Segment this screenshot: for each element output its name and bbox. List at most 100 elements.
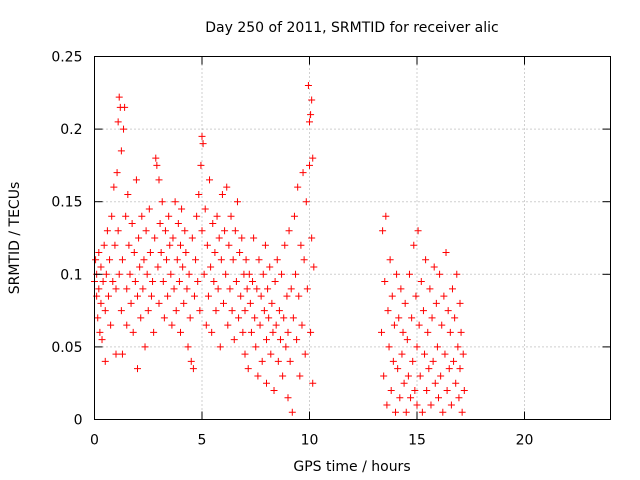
data-point bbox=[132, 176, 140, 184]
data-point bbox=[165, 212, 173, 220]
data-point bbox=[243, 285, 251, 293]
data-point bbox=[183, 285, 191, 293]
data-point bbox=[235, 314, 243, 322]
data-point bbox=[140, 256, 148, 264]
data-point bbox=[141, 343, 149, 351]
data-point bbox=[288, 408, 296, 416]
data-point bbox=[454, 343, 462, 351]
data-point bbox=[126, 270, 134, 278]
data-point bbox=[134, 365, 141, 373]
data-point bbox=[179, 263, 187, 271]
data-point bbox=[146, 249, 154, 257]
data-point bbox=[439, 408, 447, 416]
data-point bbox=[255, 256, 263, 264]
data-point bbox=[202, 321, 210, 329]
data-point bbox=[289, 314, 297, 322]
data-point bbox=[438, 321, 446, 329]
data-point bbox=[388, 292, 396, 300]
data-point bbox=[226, 285, 234, 293]
data-point bbox=[161, 227, 169, 235]
data-point bbox=[209, 219, 217, 227]
data-point bbox=[160, 314, 168, 322]
data-point bbox=[394, 365, 402, 373]
data-point bbox=[95, 249, 103, 257]
data-point bbox=[283, 292, 291, 300]
data-point bbox=[440, 292, 448, 300]
y-tick-label: 0.25 bbox=[51, 50, 82, 66]
data-point bbox=[309, 379, 317, 387]
data-point bbox=[218, 190, 226, 198]
data-point bbox=[261, 241, 269, 249]
data-point bbox=[416, 372, 424, 380]
data-point bbox=[203, 241, 211, 249]
data-point bbox=[100, 241, 108, 249]
data-point bbox=[114, 118, 122, 126]
data-point bbox=[254, 372, 262, 380]
data-point bbox=[450, 357, 458, 365]
data-point bbox=[109, 278, 117, 286]
data-point bbox=[211, 249, 219, 257]
data-point bbox=[415, 321, 423, 329]
data-point bbox=[229, 256, 237, 264]
y-tick-label: 0.1 bbox=[60, 267, 82, 283]
data-point bbox=[298, 321, 306, 329]
data-point bbox=[274, 357, 282, 365]
data-point bbox=[169, 234, 177, 242]
data-point bbox=[241, 307, 249, 315]
data-point bbox=[284, 394, 292, 402]
data-point bbox=[224, 321, 232, 329]
data-point bbox=[258, 357, 266, 365]
data-point bbox=[225, 241, 233, 249]
data-point bbox=[131, 278, 139, 286]
data-point bbox=[170, 285, 178, 293]
data-point bbox=[398, 350, 406, 358]
y-tick-label: 0.2 bbox=[60, 122, 82, 138]
data-point bbox=[267, 350, 275, 358]
data-point bbox=[134, 292, 141, 300]
plot-frame bbox=[94, 56, 611, 420]
data-point bbox=[181, 227, 189, 235]
data-point bbox=[259, 270, 267, 278]
data-point bbox=[419, 307, 427, 315]
data-point bbox=[206, 176, 214, 184]
data-point bbox=[282, 343, 290, 351]
data-point bbox=[447, 401, 455, 409]
data-point bbox=[387, 386, 395, 394]
data-point bbox=[101, 307, 109, 315]
data-point bbox=[242, 256, 250, 264]
y-tick-label: 0 bbox=[74, 413, 83, 429]
data-point bbox=[113, 169, 121, 177]
data-point bbox=[408, 314, 416, 322]
data-point bbox=[227, 212, 235, 220]
data-point bbox=[413, 401, 421, 409]
data-point bbox=[308, 96, 316, 104]
data-point bbox=[287, 285, 295, 293]
data-point bbox=[197, 161, 205, 169]
data-point bbox=[204, 292, 212, 300]
grid-lines bbox=[94, 56, 611, 420]
data-point bbox=[112, 285, 120, 293]
data-point bbox=[215, 234, 223, 242]
data-point bbox=[104, 292, 112, 300]
data-point bbox=[111, 241, 119, 249]
data-point bbox=[395, 314, 403, 322]
data-point bbox=[190, 292, 198, 300]
data-point bbox=[158, 198, 166, 206]
data-point bbox=[117, 307, 125, 315]
axis-ticks bbox=[94, 56, 611, 420]
data-point bbox=[429, 357, 437, 365]
data-point bbox=[280, 314, 288, 322]
data-point bbox=[304, 82, 312, 90]
data-point bbox=[124, 190, 132, 198]
data-point bbox=[154, 263, 162, 271]
data-point bbox=[112, 350, 120, 358]
data-point bbox=[302, 198, 310, 206]
data-point bbox=[456, 365, 464, 373]
data-point bbox=[247, 328, 255, 336]
data-point bbox=[236, 249, 244, 257]
data-point bbox=[220, 299, 227, 307]
data-point bbox=[157, 249, 165, 257]
data-point bbox=[207, 263, 215, 271]
data-point bbox=[384, 307, 392, 315]
